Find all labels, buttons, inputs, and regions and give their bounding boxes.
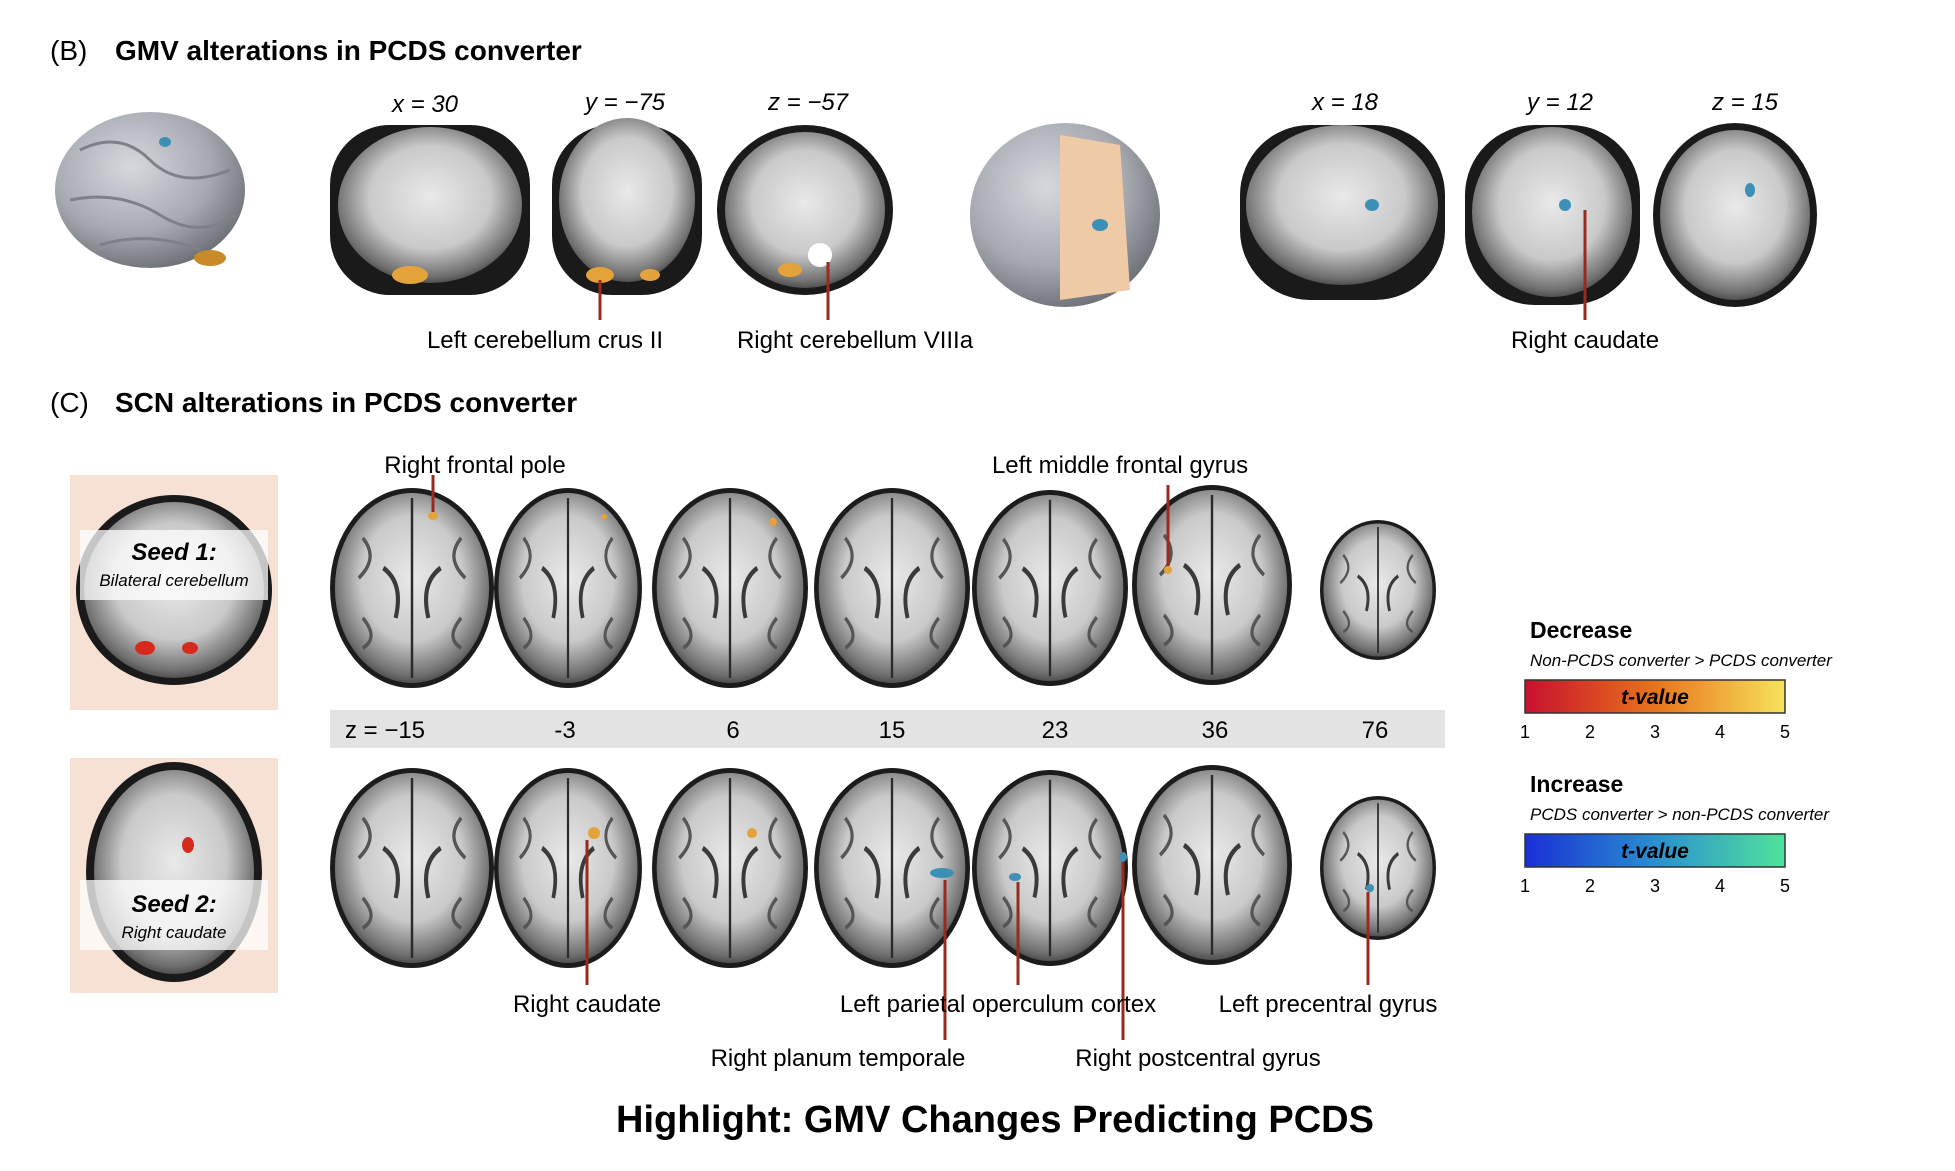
axial-slice — [814, 768, 970, 968]
panel-c-letter: (C) — [50, 387, 89, 418]
slice-coronal-y12 — [1465, 125, 1640, 305]
z-band — [330, 710, 1445, 748]
z-label: 36 — [1202, 717, 1229, 744]
seed-2-title: Seed 2: — [131, 891, 216, 918]
axial-slice — [1318, 518, 1438, 662]
highlight-caption: Highlight: GMV Changes Predicting PCDS — [616, 1099, 1374, 1141]
seed-1-panel — [70, 475, 278, 710]
coord-label: x = 30 — [391, 91, 459, 118]
axial-slice — [330, 488, 494, 688]
axial-slice — [972, 490, 1128, 686]
colorbar-decrease-label: t-value — [1621, 686, 1689, 709]
axial-slice — [652, 488, 808, 688]
brain-3d-render-left — [55, 112, 245, 268]
colorbar-tick: 3 — [1650, 722, 1660, 742]
coord-label: y = 12 — [1525, 89, 1593, 116]
z-label: 6 — [726, 717, 739, 744]
z-label: 76 — [1362, 717, 1389, 744]
legend-increase-title: Increase — [1530, 771, 1623, 797]
colorbar-tick: 1 — [1520, 876, 1530, 896]
brain-3d-render-right — [970, 123, 1160, 307]
axial-row-seed-2 — [330, 765, 1438, 968]
label-left-cerebellum-crus-ii: Left cerebellum crus II — [427, 327, 663, 354]
z-label: -3 — [554, 717, 575, 744]
colorbar-increase-label: t-value — [1621, 840, 1689, 863]
label-right-postcentral-gyrus: Right postcentral gyrus — [1075, 1045, 1320, 1072]
label-right-frontal-pole: Right frontal pole — [384, 452, 565, 479]
axial-row-seed-1 — [330, 485, 1438, 688]
seed-2-panel — [70, 758, 278, 993]
panel-b-title: GMV alterations in PCDS converter — [115, 35, 582, 66]
axial-slice — [1132, 765, 1292, 965]
slice-sagittal-x18 — [1240, 125, 1445, 300]
colorbar-tick: 1 — [1520, 722, 1530, 742]
axial-slice — [652, 768, 808, 968]
seed-1-title: Seed 1: — [131, 539, 216, 566]
slice-axial-z-57 — [717, 125, 893, 295]
label-left-parietal-operculum-cortex: Left parietal operculum cortex — [840, 991, 1156, 1018]
colorbar-tick: 4 — [1715, 876, 1725, 896]
slice-axial-z15 — [1653, 123, 1817, 307]
colorbar-tick: 5 — [1780, 876, 1790, 896]
axial-slice — [1132, 485, 1292, 685]
coord-label: x = 18 — [1311, 89, 1379, 116]
colorbar-decrease — [1524, 679, 1786, 714]
label-right-caudate-c: Right caudate — [513, 991, 661, 1018]
z-label: z = −15 — [345, 717, 425, 744]
panel-b-letter: (B) — [50, 35, 87, 66]
label-left-middle-frontal-gyrus: Left middle frontal gyrus — [992, 452, 1248, 479]
label-right-cerebellum-viiia: Right cerebellum VIIIa — [737, 327, 974, 354]
coord-label: y = −75 — [583, 89, 666, 116]
axial-slice — [494, 768, 642, 968]
label-left-precentral-gyrus: Left precentral gyrus — [1219, 991, 1438, 1018]
colorbar-tick: 5 — [1780, 722, 1790, 742]
axial-slice — [494, 488, 642, 688]
legend-decrease-title: Decrease — [1530, 617, 1632, 643]
axial-slice — [814, 488, 970, 688]
panel-c-title: SCN alterations in PCDS converter — [115, 387, 577, 418]
seed-2-subtitle: Right caudate — [122, 923, 227, 942]
axial-slice — [972, 770, 1128, 966]
z-label: 23 — [1042, 717, 1069, 744]
legend-decrease-subtitle: Non-PCDS converter > PCDS converter — [1530, 651, 1833, 670]
coord-label: z = −57 — [767, 89, 850, 116]
slice-coronal-y-75 — [552, 118, 702, 295]
colorbar-tick: 2 — [1585, 722, 1595, 742]
colorbar-increase — [1524, 833, 1786, 868]
axial-slice — [1318, 794, 1438, 942]
seed-1-subtitle: Bilateral cerebellum — [99, 571, 248, 590]
coord-label: z = 15 — [1711, 89, 1779, 116]
axial-slice — [330, 768, 494, 968]
legend-increase-subtitle: PCDS converter > non-PCDS converter — [1530, 805, 1830, 824]
colorbar-tick: 2 — [1585, 876, 1595, 896]
colorbar-tick: 3 — [1650, 876, 1660, 896]
colorbar-tick: 4 — [1715, 722, 1725, 742]
slice-sagittal-x30 — [330, 125, 530, 295]
z-label: 15 — [879, 717, 906, 744]
label-right-caudate-b: Right caudate — [1511, 327, 1659, 354]
label-right-planum-temporale: Right planum temporale — [711, 1045, 966, 1072]
